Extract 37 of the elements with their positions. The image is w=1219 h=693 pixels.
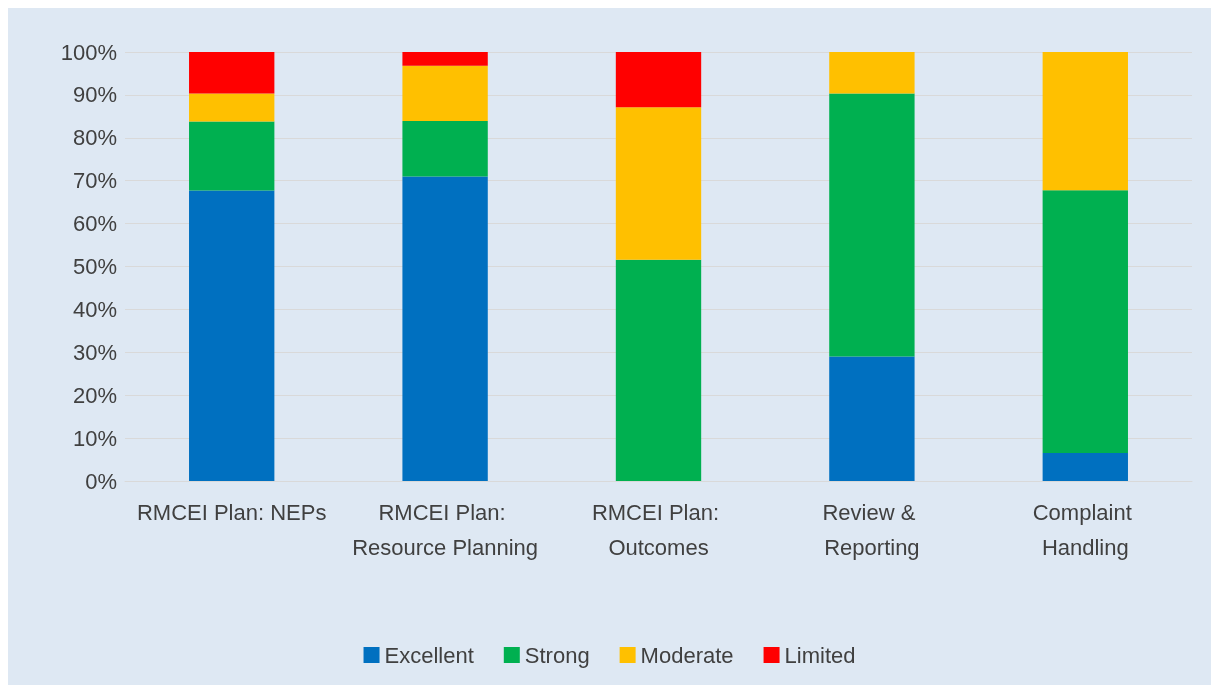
y-tick-label: 40% [72,296,117,322]
x-tick-label: RMCEI Plan: Outcomes [591,500,726,560]
bar [402,65,488,122]
legend-label: Excellent [384,642,474,668]
bar [189,93,275,122]
bar [189,190,275,481]
legend-label: Moderate [640,642,734,668]
bar [189,52,275,94]
x-tick-label: Review & Reporting [822,500,922,560]
bar [829,356,915,481]
bar [402,52,488,66]
bar [1042,190,1128,454]
bar [1042,52,1128,191]
bar [615,107,702,260]
bar [1042,453,1128,481]
y-tick-label: 20% [72,382,117,408]
bar [189,121,275,191]
y-tick-label: 50% [72,254,117,279]
y-tick-label: 80% [72,125,117,151]
legend-label: Strong [524,642,590,668]
bar [402,176,488,481]
bar [402,121,488,177]
x-tick-label: RMCEI Plan: Resource Planning [352,500,539,560]
y-tick-label: 100% [60,39,117,65]
y-tick-label: 60% [72,211,117,237]
y-tick-label: 0% [85,468,117,494]
bar [829,93,915,357]
x-tick-label: RMCEI Plan: NEPs [136,500,327,525]
bar [829,52,915,94]
legend-label: Limited [784,642,856,668]
bar [615,259,702,481]
x-tick-label: Complaint Handling [1032,500,1138,560]
y-tick-label: 70% [72,168,117,194]
y-tick-label: 90% [72,82,117,108]
bar [615,52,702,108]
y-tick-label: 10% [72,425,117,451]
y-tick-label: 30% [72,339,117,365]
